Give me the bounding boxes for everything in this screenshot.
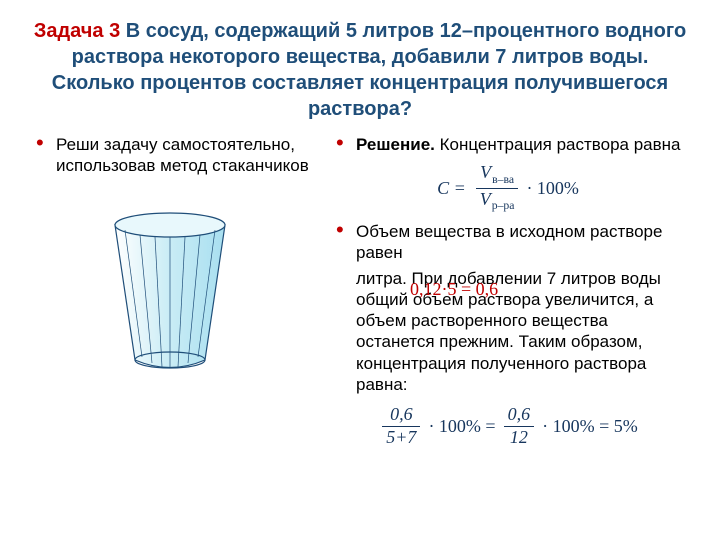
f1-num-sub: в–ва: [492, 173, 514, 186]
f2-tail: · 100% = 5%: [542, 416, 638, 437]
solution-intro: Концентрация раствора равна: [435, 135, 681, 154]
left-bullet-1: Реши задачу самостоятельно, использовав …: [30, 134, 310, 177]
right-column: Решение. Концентрация раствора равна C =…: [330, 134, 690, 456]
task-text-body: В сосуд, содержащий 5 литров 12–процентн…: [52, 20, 686, 120]
inline-red-equation: 0,12·5 = 0,6: [410, 279, 498, 300]
content-columns: Реши задачу самостоятельно, использовав …: [30, 134, 690, 456]
f2-d2: 12: [506, 428, 532, 448]
right-bullet-2: Объем вещества в исходном растворе равен: [330, 221, 690, 264]
right-bullets-2: Объем вещества в исходном растворе равен: [330, 221, 690, 264]
cup-illustration: [30, 205, 310, 380]
f2-n1: 0,6: [386, 405, 417, 425]
right-bullets: Решение. Концентрация раствора равна: [330, 134, 690, 155]
problem-title: Задача 3 В сосуд, содержащий 5 литров 12…: [30, 18, 690, 122]
f1-den-sub: р–ра: [492, 199, 515, 212]
formula-2: 0,6 5+7 · 100% = 0,6 12 · 100% = 5%: [330, 405, 690, 448]
f1-den: V: [480, 189, 491, 209]
formula-1: C = Vв–ва Vр–ра · 100%: [330, 163, 690, 213]
f1-tail: · 100%: [526, 178, 579, 199]
explanation-paragraph: литра. При добавлении 7 литров воды общи…: [330, 268, 690, 396]
cup-icon: [100, 205, 240, 375]
f2-d1: 5+7: [382, 428, 420, 448]
right-bullet-1: Решение. Концентрация раствора равна: [330, 134, 690, 155]
task-label: Задача 3: [34, 20, 120, 42]
left-column: Реши задачу самостоятельно, использовав …: [30, 134, 310, 456]
f2-mid: · 100% =: [428, 416, 495, 437]
left-bullets: Реши задачу самостоятельно, использовав …: [30, 134, 310, 177]
solution-label: Решение.: [356, 135, 435, 154]
f2-n2: 0,6: [504, 405, 535, 425]
f1-num: V: [480, 162, 491, 182]
formula1-lhs: C =: [437, 178, 466, 199]
